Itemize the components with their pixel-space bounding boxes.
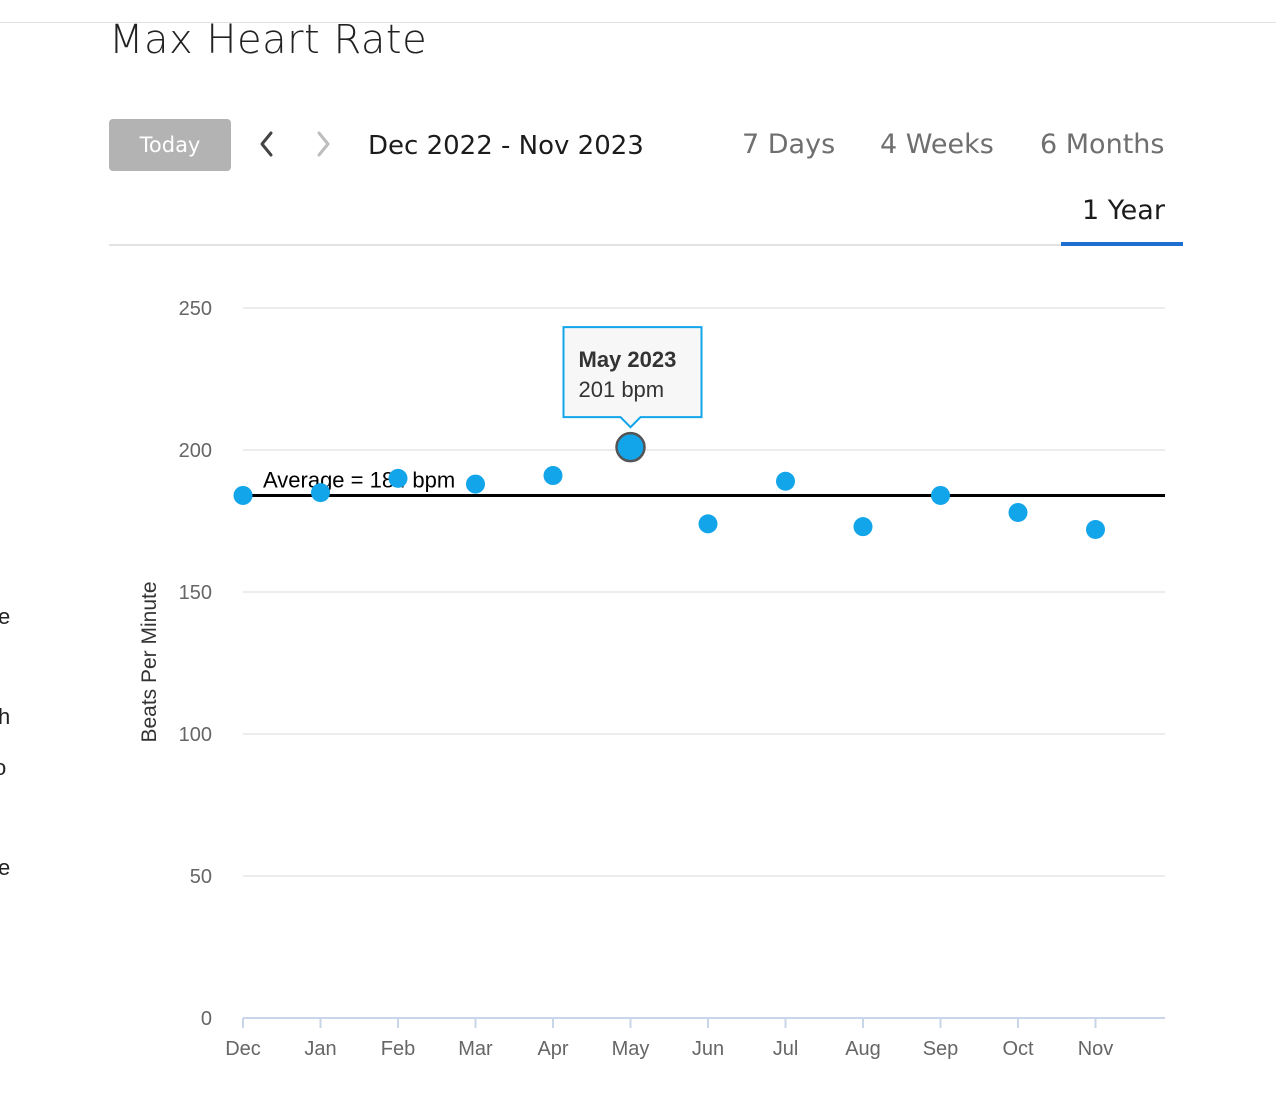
y-tick-label: 200 (179, 440, 212, 462)
y-tick-label: 150 (179, 582, 212, 604)
y-axis-title: Beats Per Minute (138, 581, 161, 742)
data-point (615, 431, 646, 463)
today-button[interactable]: Today (109, 119, 231, 171)
tab-1-year[interactable]: 1 Year (1082, 195, 1165, 226)
x-tick-label: Jul (773, 1038, 799, 1060)
data-points (233, 431, 1105, 540)
tabs-divider (109, 244, 1183, 246)
x-tick-label: May (612, 1038, 650, 1060)
side-text-fragment: e (0, 855, 11, 880)
data-point (233, 485, 253, 505)
axes: 0 50 100 150 200 250 Dec Jan Feb Mar Apr May Jun Jul A… (138, 298, 1165, 1060)
x-tick-label: Aug (845, 1038, 881, 1060)
tooltip-box (562, 326, 703, 429)
average-line-group: Average = 184 bpm (243, 467, 1165, 497)
data-point (776, 471, 795, 491)
page-title: Max Heart Rate (109, 17, 428, 63)
x-tick-label: Feb (381, 1038, 415, 1060)
data-point (853, 517, 873, 537)
y-tick-label: 0 (201, 1008, 212, 1030)
tab-7-days[interactable]: 7 Days (742, 129, 836, 160)
x-tick-label: Dec (225, 1038, 261, 1060)
data-point (931, 485, 950, 505)
date-range-label: Dec 2022 - Nov 2023 (368, 131, 644, 161)
data-point (698, 514, 718, 534)
x-tick-label: Apr (537, 1038, 568, 1060)
tooltip: May 2023 201 bpm (562, 326, 703, 429)
chevron-left-icon (260, 131, 273, 157)
previous-period-button[interactable] (253, 125, 281, 163)
next-period-button[interactable] (309, 125, 337, 163)
data-point (1086, 520, 1105, 540)
y-tick-label: 50 (190, 866, 212, 888)
x-tick-label: Mar (458, 1038, 493, 1060)
data-point (311, 483, 330, 503)
x-tick-label: Jan (304, 1038, 336, 1060)
x-tick-label: Nov (1078, 1038, 1114, 1060)
tooltip-value: 201 bpm (579, 377, 665, 402)
x-tick-label: Oct (1002, 1038, 1034, 1060)
data-point (1008, 502, 1028, 522)
side-text-fragment: o (0, 755, 7, 780)
data-point (543, 466, 563, 486)
side-text-fragment: h (0, 704, 11, 729)
tooltip-title: May 2023 (579, 347, 677, 372)
x-tick-label: Sep (923, 1038, 959, 1060)
data-point (466, 474, 485, 494)
gridlines (243, 307, 1165, 877)
y-tick-label: 100 (179, 724, 212, 746)
chevron-right-icon (317, 131, 330, 157)
y-tick-label: 250 (179, 298, 212, 320)
data-point (388, 468, 408, 488)
tab-6-months[interactable]: 6 Months (1040, 129, 1165, 160)
x-tick-label: Jun (692, 1038, 724, 1060)
top-divider (0, 22, 1276, 23)
active-tab-indicator (1061, 242, 1183, 246)
average-label: Average = 184 bpm (263, 467, 455, 492)
side-text-fragment: e (0, 604, 11, 629)
tab-4-weeks[interactable]: 4 Weeks (880, 129, 994, 160)
